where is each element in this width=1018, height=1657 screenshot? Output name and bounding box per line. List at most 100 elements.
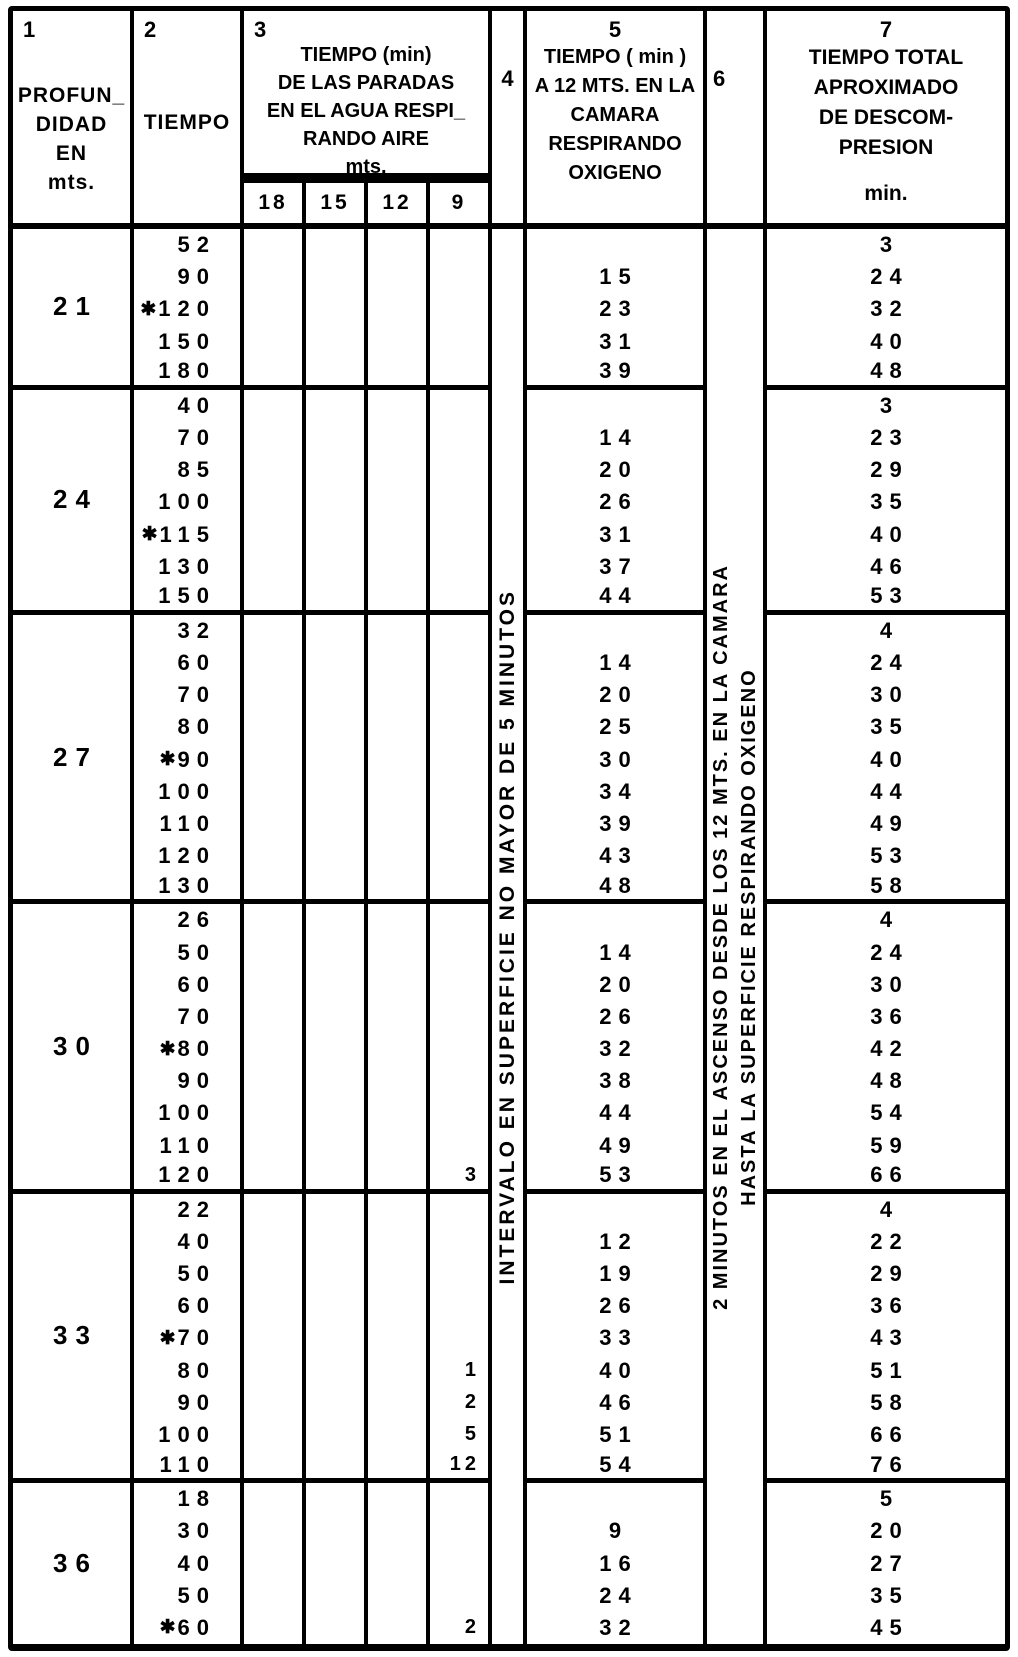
total-decompression-time-cell: 5 <box>879 1486 900 1512</box>
stop-15m-cell <box>306 1322 368 1355</box>
stop-9m-cell <box>430 421 492 455</box>
stop-15m-cell <box>306 293 368 326</box>
stop-9m-cell: 5 <box>430 1418 492 1452</box>
stop-15m-cell <box>306 1354 368 1387</box>
time-cell: ✱ 115 <box>134 518 244 551</box>
stop-18m-cell <box>244 1611 306 1644</box>
stop-12m-cell <box>368 454 430 487</box>
chamber-oxygen-time-cell: 34 <box>527 775 707 808</box>
stop-18m-cell <box>244 1579 306 1612</box>
ascent-note-line-2: HASTA LA SUPERFICIE RESPIRANDO OXIGENO <box>738 667 760 1206</box>
stop-18m-cell <box>244 293 306 326</box>
stop-18m-cell <box>244 840 306 873</box>
stop-18m-cell <box>244 325 306 358</box>
stop-12m-cell <box>368 486 430 519</box>
stop-12m-cell <box>368 614 430 648</box>
stop-12m-cell <box>368 325 430 358</box>
stop-15m-cell <box>306 775 368 808</box>
time-cell: 100 <box>134 486 244 519</box>
time-cell: 130 <box>134 872 244 905</box>
asterisk-marker: ✱ <box>141 524 158 545</box>
stop-12m-cell <box>368 1418 430 1452</box>
chamber-oxygen-time-cell: 31 <box>527 518 707 551</box>
stop-15m-cell <box>306 1579 368 1612</box>
stop-12m-cell <box>368 229 430 262</box>
decompression-table: 1 PROFUN_ DIDAD EN mts. 2 TIEMPO 3 TIEMP… <box>8 6 1010 1651</box>
stop-18m-cell <box>244 1258 306 1291</box>
time-cell: 52 <box>134 229 244 262</box>
total-decompression-time-cell: 4 <box>879 1196 900 1222</box>
total-decompression-time-cell: 66 <box>767 1162 1005 1194</box>
stop-9m-cell <box>430 807 492 841</box>
total-decompression-time-cell: 24 <box>870 939 909 965</box>
stop-15m-cell <box>306 1515 368 1548</box>
time-cell: 26 <box>134 904 244 937</box>
time-cell: 90 <box>134 1065 244 1098</box>
total-decompression-time-cell: 36 <box>870 1003 909 1029</box>
total-decompression-time-cell: 49 <box>870 810 909 836</box>
stop-12m-cell <box>368 1290 430 1323</box>
chamber-oxygen-time-cell: 16 <box>527 1547 707 1580</box>
stop-12m-cell <box>368 1354 430 1387</box>
asterisk-marker: ✱ <box>159 1617 176 1639</box>
chamber-oxygen-time-cell: 9 <box>527 1515 707 1548</box>
stop-9m-cell <box>430 1547 492 1580</box>
stop-15m-cell <box>306 807 368 841</box>
stop-18m-cell <box>244 743 306 776</box>
chamber-oxygen-time-cell <box>527 904 707 937</box>
time-cell: 130 <box>134 550 244 583</box>
time-cell: 100 <box>134 1097 244 1130</box>
chamber-oxygen-time-cell: 14 <box>527 936 707 969</box>
stop-18m-cell <box>244 872 306 905</box>
total-decompression-time-cell: 45 <box>870 1614 909 1640</box>
stop-9m-cell <box>430 293 492 326</box>
total-decompression-time-cell: 40 <box>870 328 909 354</box>
time-cell: 150 <box>134 582 244 615</box>
chamber-oxygen-time-cell <box>527 1193 707 1226</box>
stop-9m-cell: 2 <box>430 1611 492 1644</box>
stop-18m-cell <box>244 1000 306 1033</box>
stop-15m-cell <box>306 389 368 422</box>
subheader-depth-15: 15 <box>306 179 368 229</box>
stop-15m-cell <box>306 325 368 358</box>
stop-9m-cell <box>430 840 492 873</box>
stop-12m-cell <box>368 904 430 937</box>
chamber-oxygen-time-cell: 38 <box>527 1065 707 1098</box>
chamber-oxygen-time-cell <box>527 1483 707 1516</box>
header-water-stops-label: TIEMPO (min) DE LAS PARADAS EN EL AGUA R… <box>266 44 466 178</box>
stop-12m-cell <box>368 1483 430 1516</box>
stop-18m-cell <box>244 647 306 680</box>
stop-12m-cell <box>368 357 430 390</box>
stop-12m-cell <box>368 647 430 680</box>
stop-12m-cell <box>368 1579 430 1612</box>
stop-9m-cell <box>430 968 492 1001</box>
stop-15m-cell <box>306 614 368 648</box>
stop-15m-cell <box>306 421 368 455</box>
stop-12m-cell <box>368 421 430 455</box>
chamber-oxygen-time-cell: 51 <box>527 1418 707 1452</box>
time-cell: ✱ 70 <box>134 1322 244 1355</box>
chamber-oxygen-time-cell: 23 <box>527 293 707 326</box>
stop-18m-cell <box>244 1225 306 1259</box>
stop-15m-cell <box>306 679 368 712</box>
time-cell: 40 <box>134 1547 244 1580</box>
time-cell: 150 <box>134 325 244 358</box>
stop-18m-cell <box>244 389 306 422</box>
total-decompression-time-cell: 30 <box>870 971 909 997</box>
header-time-label: TIEMPO <box>143 111 231 134</box>
total-decompression-time-cell: 35 <box>870 489 909 515</box>
stop-12m-cell <box>368 582 430 615</box>
total-decompression-time-cell: 30 <box>870 682 909 708</box>
stop-12m-cell <box>368 743 430 776</box>
stop-9m-cell <box>430 550 492 583</box>
header-chamber-oxygen-column: 5 TIEMPO ( min ) A 12 MTS. EN LA CAMARA … <box>527 11 707 229</box>
time-cell: 110 <box>134 807 244 841</box>
chamber-oxygen-time-cell: 32 <box>527 1611 707 1644</box>
stop-12m-cell <box>368 711 430 744</box>
asterisk-marker: ✱ <box>159 1038 176 1060</box>
stop-9m-cell <box>430 1129 492 1162</box>
time-cell: 70 <box>134 1000 244 1033</box>
chamber-oxygen-time-cell: 46 <box>527 1386 707 1419</box>
chamber-oxygen-time-cell: 26 <box>527 1000 707 1033</box>
chamber-oxygen-time-cell: 20 <box>527 968 707 1001</box>
